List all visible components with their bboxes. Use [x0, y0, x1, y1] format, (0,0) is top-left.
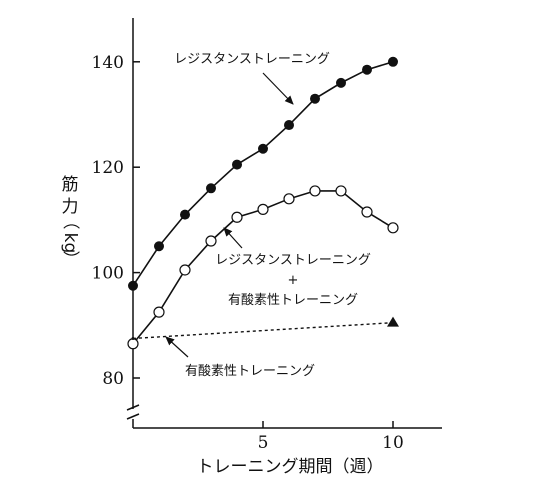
x-tick-label-5: 5 — [258, 433, 269, 453]
series-0-point-10 — [388, 56, 398, 67]
series-1 — [127, 185, 399, 350]
series-1-point-3 — [205, 235, 217, 247]
y-tick-label-80: 80 — [102, 369, 124, 389]
series-1-point-6 — [283, 193, 295, 205]
series-0-point-5 — [258, 143, 268, 154]
series-1-point-5 — [257, 203, 269, 215]
series-1-point-0 — [127, 338, 139, 350]
series-1-point-10 — [387, 222, 399, 234]
series-1-point-1 — [153, 306, 165, 318]
series-2 — [131, 316, 399, 340]
annotation-resistance-arrow — [262, 72, 294, 105]
series-0-point-8 — [336, 77, 346, 88]
annotation-combined-label-1: レジスタンストレーニング — [215, 253, 371, 268]
series-2-point-1 — [387, 316, 399, 327]
series-0-point-4 — [232, 159, 242, 170]
y-axis-break — [126, 404, 140, 420]
y-axis-title-line-3: （ — [60, 213, 80, 230]
annotation-aerobic-arrow — [165, 336, 189, 358]
series-2-line — [132, 321, 394, 340]
y-tick-label-120: 120 — [92, 158, 124, 178]
series-1-point-7 — [309, 185, 321, 197]
y-tick-label-140: 140 — [92, 53, 124, 73]
annotation-resistance-label: レジスタンストレーニング — [174, 52, 330, 67]
y-axis-title-line-4: kg — [60, 233, 80, 254]
annotation-aerobic: 有酸素性トレーニング — [165, 336, 315, 379]
series-1-point-8 — [335, 185, 347, 197]
y-axis-title-line-2: 力 — [62, 197, 79, 217]
y-axis-title: 筋 力 （ kg ） — [60, 175, 80, 268]
annotation-combined-label-3: 有酸素性トレーニング — [228, 293, 358, 308]
series-1-point-2 — [179, 264, 191, 276]
annotation-combined-arrow — [223, 227, 243, 249]
series-0-point-7 — [310, 93, 320, 104]
annotation-aerobic-label: 有酸素性トレーニング — [185, 364, 315, 379]
series-0-point-3 — [206, 183, 216, 194]
series-2-point-0 — [131, 336, 135, 340]
annotation-combined-label-2: + — [288, 273, 299, 288]
y-axis-title-line-1: 筋 — [62, 175, 79, 195]
series-0-point-1 — [154, 241, 164, 252]
series-layer — [127, 56, 399, 350]
y-axis-title-line-5: ） — [60, 251, 80, 268]
series-0-point-9 — [362, 64, 372, 75]
annotation-combined: レジスタンストレーニング + 有酸素性トレーニング — [215, 227, 371, 308]
series-1-point-4 — [231, 211, 243, 223]
y-ticks: 80 100 120 140 — [92, 53, 140, 389]
series-0-point-0 — [128, 280, 138, 291]
x-axis-title: トレーニング期間（週） — [197, 457, 384, 477]
y-tick-label-100: 100 — [92, 264, 124, 284]
series-0 — [128, 56, 398, 291]
series-0-point-2 — [180, 209, 190, 220]
annotation-resistance: レジスタンストレーニング — [174, 52, 330, 105]
series-0-point-6 — [284, 120, 294, 131]
x-ticks: 5 10 — [258, 421, 404, 453]
x-tick-label-10: 10 — [382, 433, 404, 453]
series-1-point-9 — [361, 206, 373, 218]
